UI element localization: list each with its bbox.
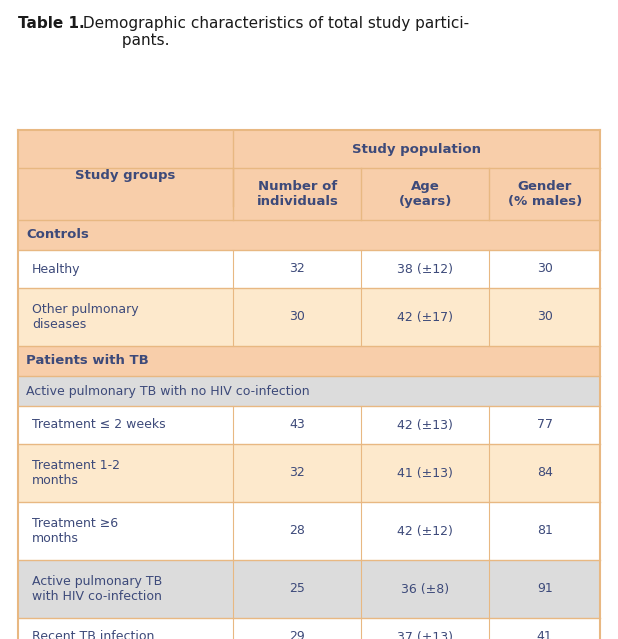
Text: Treatment 1-2
months: Treatment 1-2 months (32, 459, 120, 487)
Text: 25: 25 (289, 583, 305, 596)
Text: 36 (±8): 36 (±8) (401, 583, 449, 596)
Text: Table 1.: Table 1. (18, 16, 85, 31)
Text: Active pulmonary TB with no HIV co-infection: Active pulmonary TB with no HIV co-infec… (26, 385, 310, 397)
Text: 38 (±12): 38 (±12) (397, 263, 454, 275)
Text: 42 (±17): 42 (±17) (397, 311, 454, 323)
Text: 42 (±12): 42 (±12) (397, 525, 454, 537)
Bar (18, 560, 600, 618)
Text: 32: 32 (289, 263, 305, 275)
Text: 29: 29 (289, 631, 305, 639)
Bar (18, 130, 600, 168)
Text: 91: 91 (537, 583, 552, 596)
Bar (18, 502, 600, 560)
Text: 42 (±13): 42 (±13) (397, 419, 454, 431)
Text: Study groups: Study groups (75, 169, 176, 181)
Text: 43: 43 (289, 419, 305, 431)
Text: 28: 28 (289, 525, 305, 537)
Bar (18, 618, 600, 639)
Text: 41 (±13): 41 (±13) (397, 466, 454, 479)
Bar (18, 168, 600, 220)
Text: Controls: Controls (26, 229, 89, 242)
Text: 41: 41 (537, 631, 552, 639)
Bar (18, 250, 600, 288)
Text: Active pulmonary TB
with HIV co-infection: Active pulmonary TB with HIV co-infectio… (32, 575, 163, 603)
Bar (18, 444, 600, 502)
Text: 81: 81 (537, 525, 552, 537)
Text: Age
(years): Age (years) (399, 180, 452, 208)
Text: Number of
individuals: Number of individuals (256, 180, 338, 208)
Text: Gender
(% males): Gender (% males) (507, 180, 582, 208)
Text: 30: 30 (537, 263, 552, 275)
Text: 30: 30 (537, 311, 552, 323)
Text: 77: 77 (536, 419, 552, 431)
Text: Demographic characteristics of total study partici-
         pants.: Demographic characteristics of total stu… (78, 16, 469, 49)
Text: Other pulmonary
diseases: Other pulmonary diseases (32, 303, 138, 331)
Text: Recent TB infection: Recent TB infection (32, 631, 154, 639)
Text: Treatment ≥6
months: Treatment ≥6 months (32, 517, 118, 545)
Bar (18, 346, 600, 376)
Bar (18, 376, 600, 406)
Text: Study population: Study population (352, 142, 481, 155)
Bar (18, 288, 600, 346)
Text: 32: 32 (289, 466, 305, 479)
Text: Patients with TB: Patients with TB (26, 355, 149, 367)
Text: Treatment ≤ 2 weeks: Treatment ≤ 2 weeks (32, 419, 166, 431)
Text: 84: 84 (537, 466, 552, 479)
Text: 30: 30 (289, 311, 305, 323)
Text: Healthy: Healthy (32, 263, 80, 275)
Text: 37 (±13): 37 (±13) (397, 631, 454, 639)
Bar (18, 406, 600, 444)
Bar (18, 220, 600, 250)
